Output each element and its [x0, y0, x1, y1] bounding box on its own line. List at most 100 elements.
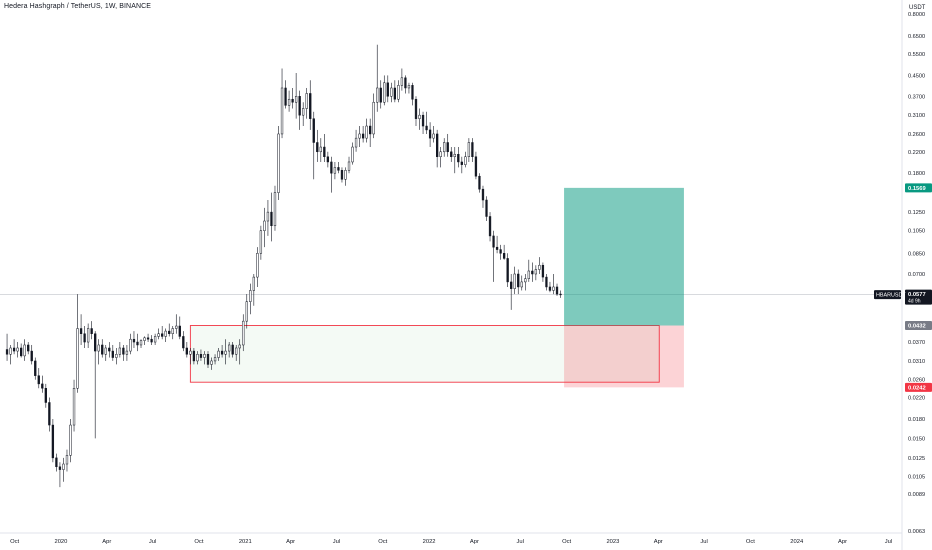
- candle-body: [326, 156, 330, 163]
- y-tick-label: 0.0260: [908, 378, 925, 384]
- candle-body: [291, 98, 294, 103]
- candle-body: [111, 350, 114, 358]
- candle-body: [118, 347, 122, 355]
- candle-body: [199, 354, 203, 358]
- candle-body: [104, 347, 107, 355]
- y-tick-label: 0.0105: [908, 474, 925, 480]
- x-tick-label: Oct: [746, 539, 755, 545]
- candle-body: [242, 320, 245, 346]
- candle-body: [337, 167, 340, 171]
- last-price-countdown: 4d 9h: [908, 299, 921, 305]
- candle-body: [256, 253, 259, 278]
- y-tick-label: 0.0150: [908, 436, 925, 442]
- candle-body: [330, 161, 333, 174]
- candle-body: [273, 192, 277, 227]
- x-tick-label: 2020: [54, 539, 67, 545]
- candle-body: [20, 347, 23, 357]
- candle-body: [157, 333, 160, 337]
- candle-body: [492, 235, 495, 248]
- candle-body: [559, 293, 562, 296]
- candle-body: [86, 328, 90, 343]
- candle-body: [347, 161, 351, 171]
- y-tick-label: 0.1250: [908, 210, 925, 216]
- x-tick-label: 2022: [423, 539, 436, 545]
- candle-body: [213, 357, 217, 362]
- candle-body: [220, 350, 224, 355]
- symbol-tag-bg: [874, 290, 901, 300]
- y-tick-label: 0.0180: [908, 417, 925, 423]
- candle-body: [319, 146, 322, 153]
- candle-body: [312, 118, 315, 143]
- candle-body: [27, 344, 30, 352]
- y-tick-label: 0.2600: [908, 132, 925, 138]
- candle-body: [294, 96, 298, 103]
- x-tick-label: Apr: [102, 539, 111, 545]
- candle-body: [340, 170, 344, 180]
- candle-body: [534, 269, 538, 275]
- candle-body: [72, 388, 76, 426]
- candle-body: [55, 457, 58, 468]
- candle-body: [393, 87, 396, 100]
- candle-body: [443, 142, 446, 153]
- candle-body: [397, 85, 400, 100]
- candle-body: [12, 347, 16, 352]
- candle-body: [249, 290, 252, 302]
- y-tick-label: 0.0700: [908, 272, 925, 278]
- y-tick-label: 0.0310: [908, 359, 925, 365]
- candle-body: [16, 347, 19, 352]
- candle-body: [555, 286, 559, 295]
- candle-body: [372, 101, 375, 135]
- candle-body: [132, 338, 136, 343]
- x-tick-label: Jul: [333, 539, 340, 545]
- candle-body: [266, 211, 270, 222]
- target-zone: [564, 187, 684, 326]
- y-tick-label: 0.0089: [908, 492, 925, 498]
- candle-body: [263, 220, 266, 231]
- candle-body: [527, 270, 530, 279]
- x-tick-label: Oct: [378, 539, 387, 545]
- candle-body: [538, 264, 541, 270]
- candle-body: [245, 301, 248, 322]
- y-tick-label: 0.3100: [908, 113, 925, 119]
- candle-body: [76, 328, 79, 389]
- candle-body: [34, 360, 37, 376]
- candle-body: [425, 125, 428, 131]
- x-tick-label: Oct: [10, 539, 19, 545]
- candle-body: [316, 142, 319, 153]
- candle-body: [400, 77, 404, 86]
- candle-body: [474, 156, 478, 177]
- candle-body: [125, 350, 129, 355]
- candle-body: [287, 98, 291, 106]
- candle-body: [432, 133, 435, 139]
- candle-body: [499, 249, 502, 254]
- candle-body: [354, 137, 358, 148]
- candle-body: [153, 336, 157, 343]
- candle-body: [270, 211, 273, 227]
- level-price-tag-bg: [905, 321, 932, 331]
- candle-body: [196, 354, 199, 362]
- candle-body: [305, 93, 308, 109]
- candle-body: [506, 258, 509, 283]
- candle-body: [298, 96, 301, 116]
- symbol-tag-text: HBARUSDT: [876, 293, 906, 299]
- candle-body: [178, 325, 181, 337]
- candle-body: [552, 286, 555, 291]
- level-price-tag-text: 0.0432: [908, 324, 926, 330]
- candle-body: [217, 350, 220, 358]
- candle-body: [485, 199, 488, 217]
- y-tick-label: 0.5500: [908, 52, 925, 58]
- candle-body: [404, 77, 407, 89]
- candle-body: [464, 156, 467, 165]
- candle-body: [369, 125, 372, 135]
- candle-body: [224, 350, 227, 355]
- candle-body: [436, 133, 439, 157]
- candle-body: [467, 142, 471, 157]
- x-tick-label: Jul: [885, 539, 892, 545]
- candle-body: [358, 133, 361, 139]
- candle-body: [65, 455, 69, 465]
- candle-body: [277, 133, 280, 193]
- candle-body: [376, 87, 379, 103]
- candle-body: [344, 170, 347, 180]
